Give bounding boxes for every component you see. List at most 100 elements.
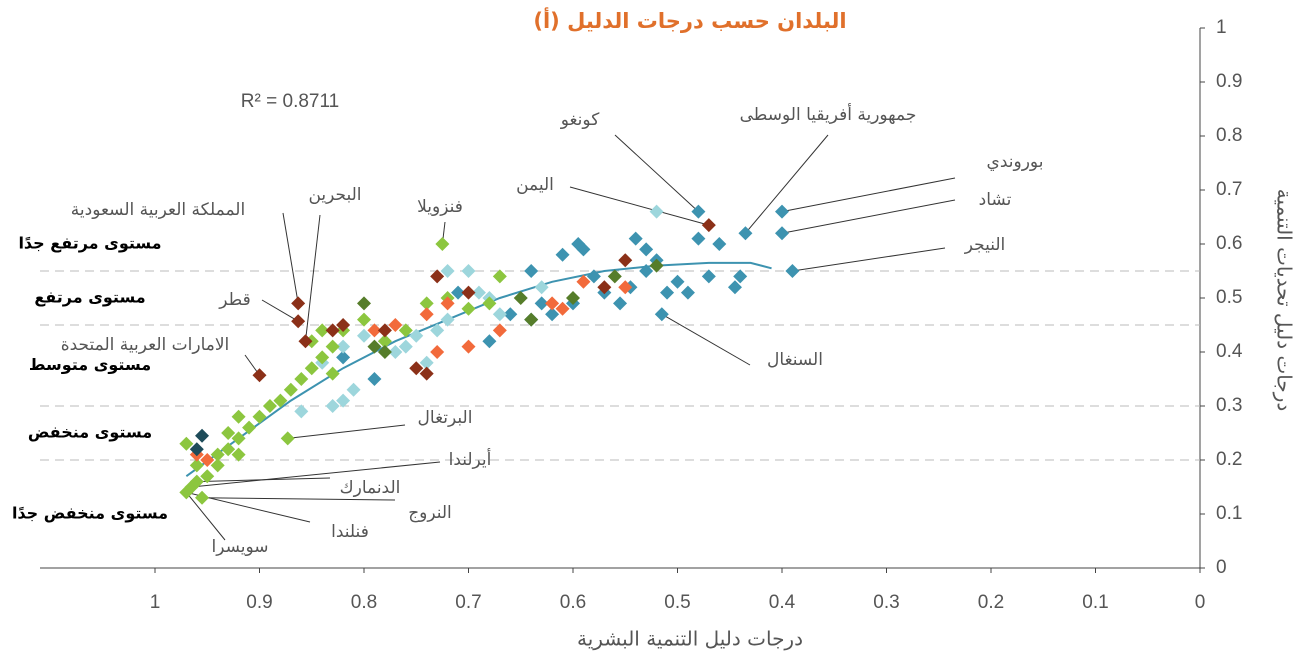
point (451, 285, 466, 300)
point (336, 350, 351, 365)
x-tick-label: 0.5 (664, 592, 690, 613)
leader-line (196, 477, 331, 483)
leader-line (745, 134, 829, 234)
point (649, 258, 664, 273)
point (419, 355, 434, 370)
x-tick-label: 0.2 (978, 592, 1004, 613)
annotation: الدنمارك (340, 478, 401, 498)
leader-line (287, 424, 406, 439)
x-tick-label: 0.7 (455, 592, 481, 613)
point (534, 280, 549, 295)
point (566, 291, 580, 305)
y-tick-label: 0.4 (1216, 341, 1243, 362)
point (280, 431, 295, 446)
point (733, 269, 748, 284)
point (649, 204, 664, 219)
point (221, 426, 236, 440)
point (377, 345, 392, 359)
point (252, 409, 267, 424)
y-tick-label: 0.5 (1216, 287, 1242, 308)
point (242, 420, 257, 435)
leader-line (569, 186, 709, 226)
point (680, 285, 695, 300)
level-label: مستوى منخفض جدًا (12, 504, 168, 523)
point (419, 296, 434, 311)
point (189, 458, 204, 473)
point (607, 269, 622, 284)
point (482, 334, 497, 349)
y-axis-title: درجات دليل تحديات التنمية (1273, 189, 1297, 412)
leader-line (191, 461, 441, 488)
point (524, 312, 539, 327)
x-tick-label: 0.4 (769, 592, 796, 613)
point (524, 264, 539, 278)
y-tick-label: 0.6 (1216, 233, 1242, 254)
level-label: مستوى منخفض (28, 423, 152, 442)
point (660, 285, 675, 300)
point (221, 442, 236, 457)
point (492, 323, 507, 338)
annotation: النروج (408, 503, 452, 523)
y-tick-label: 0.1 (1216, 503, 1242, 524)
point (545, 296, 560, 311)
point (377, 334, 392, 349)
point (315, 350, 330, 365)
point (325, 339, 340, 354)
point (701, 269, 716, 284)
trendline (185, 261, 772, 478)
point (388, 345, 403, 359)
point (555, 301, 570, 316)
point (298, 334, 313, 349)
point (670, 274, 685, 289)
point (701, 218, 716, 233)
chart-title: (أ) البلدان حسب درجات الدليل (533, 6, 846, 33)
point (336, 393, 351, 408)
point (492, 269, 507, 284)
point (231, 431, 246, 446)
point (586, 269, 601, 284)
x-tick-label: 0.3 (873, 592, 899, 613)
point (195, 490, 210, 505)
point (231, 409, 246, 424)
point (430, 269, 445, 284)
point (435, 237, 450, 251)
x-tick-label: 0.6 (560, 592, 586, 613)
leader-line (614, 134, 699, 212)
annotation: تشاد (979, 190, 1012, 210)
point (367, 339, 382, 354)
point (461, 285, 476, 300)
point (315, 323, 330, 338)
point (336, 318, 351, 332)
point (398, 339, 413, 354)
leader-line (792, 247, 946, 272)
point (639, 264, 654, 278)
point (461, 264, 476, 278)
x-axis-title: درجات دليل التنمية البشرية (577, 627, 803, 651)
level-label: مستوى مرتفع (34, 288, 145, 307)
point (419, 307, 434, 322)
x-tick-label: 0.8 (351, 592, 377, 613)
point (294, 404, 309, 419)
leader-line (781, 177, 956, 213)
point (513, 291, 528, 305)
point (534, 296, 549, 311)
level-label: مستوى مرتفع جدًا (18, 234, 161, 253)
point (461, 301, 476, 316)
point (291, 296, 306, 311)
y-tick-label: 0.2 (1216, 449, 1242, 470)
point (283, 382, 298, 397)
point (325, 366, 340, 381)
r2-label: R² = 0.8711 (241, 91, 339, 112)
annotation: كونغو (560, 110, 600, 130)
leader-line (261, 299, 299, 322)
point (785, 264, 800, 278)
point (367, 372, 382, 386)
level-label: مستوى متوسط (29, 355, 151, 374)
leader-line (202, 497, 396, 501)
point (503, 307, 518, 322)
annotation: فنلندا (331, 522, 369, 542)
point (325, 323, 340, 338)
leader-line (781, 199, 956, 234)
point (304, 361, 319, 376)
